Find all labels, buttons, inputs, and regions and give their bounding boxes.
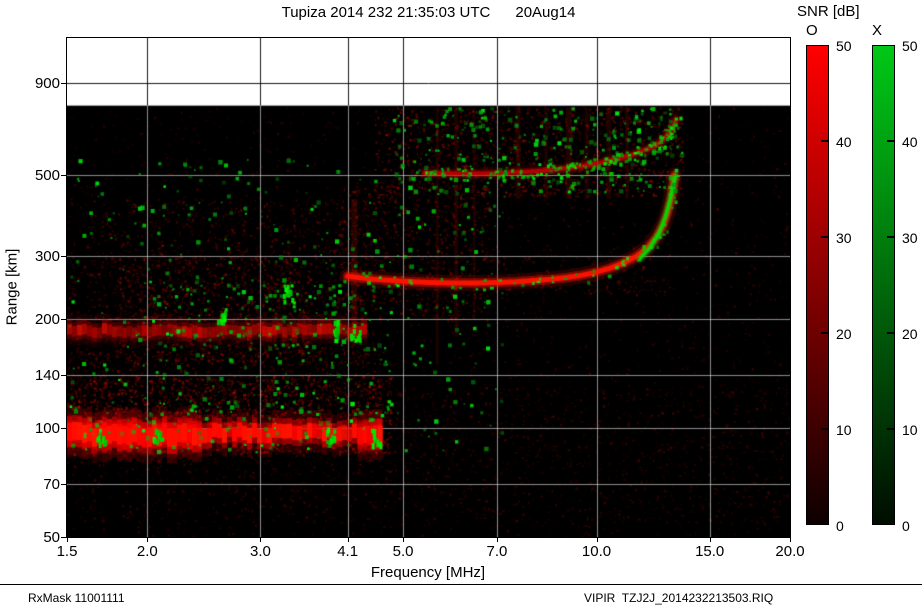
x-tick-label: 1.5 [56,543,78,560]
x-tick-mark [597,538,598,542]
filename-text: VIPIR TZJ2J_2014232213503.RIQ [584,591,774,605]
colorbar-tick-label: 20 [902,326,918,342]
x-tick-mark [260,538,261,542]
y-tick-mark [61,256,66,257]
x-tick-label: 5.0 [392,543,414,560]
y-tick-label: 300 [34,247,60,265]
y-tick-label: 200 [34,311,60,329]
colorbar-tick-label: 20 [836,326,852,342]
y-tick-label: 500 [34,167,60,185]
x-tick-label: 3.0 [250,543,271,560]
y-tick-label: 100 [34,420,60,438]
y-tick-mark [61,83,66,84]
snr-scale-label: SNR [dB] [797,3,860,20]
x-tick-mark [710,538,711,542]
y-tick-mark [61,428,66,429]
y-tick-label: 140 [34,367,60,385]
colorbar-tick-label: 10 [836,422,852,438]
footer-divider [0,584,922,585]
colorbar-tick-mark [821,428,828,430]
colorbar-mode-label: X [872,22,883,39]
ionogram-canvas [67,38,790,537]
colorbar-tick-label: 30 [836,230,852,246]
x-tick-mark [497,538,498,542]
colorbar-tick-mark [887,428,894,430]
x-tick-label: 15.0 [695,543,725,560]
x-tick-label: 20.0 [775,543,805,560]
colorbar-tick-label: 10 [902,422,918,438]
colorbar-tick-label: 30 [902,230,918,246]
rxmask-text: RxMask 11001111 [28,591,125,605]
colorbar-gradient [872,45,895,525]
x-axis-label: Frequency [MHz] [370,564,486,581]
colorbar-mode-label: O [806,22,818,39]
plot-title: Tupiza 2014 232 21:35:03 UTC 20Aug14 [281,4,576,21]
x-tick-label: 2.0 [136,543,158,560]
colorbar-tick-mark [821,140,828,142]
y-tick-mark [61,484,66,485]
y-tick-mark [61,537,66,538]
y-tick-label: 70 [43,476,60,494]
y-tick-label: 50 [43,529,60,546]
colorbar-tick-label: 40 [836,134,852,150]
colorbar-tick-mark [821,332,828,334]
y-tick-mark [61,319,66,320]
x-tick-mark [348,538,349,542]
x-tick-mark [790,538,791,542]
y-tick-label: 900 [34,75,60,93]
x-tick-mark [147,538,148,542]
x-tick-label: 10.0 [581,543,612,560]
colorbar-gradient [806,45,829,525]
colorbar-tick-label: 50 [902,38,918,54]
colorbar-tick-label: 0 [836,518,844,534]
colorbar-tick-label: 40 [902,134,918,150]
colorbar-tick-label: 50 [836,38,852,54]
x-tick-mark [403,538,404,542]
y-tick-mark [61,175,66,176]
x-tick-label: 4.1 [337,543,359,560]
colorbar-tick-mark [887,140,894,142]
x-tick-mark [67,538,68,542]
x-tick-label: 7.0 [486,543,508,560]
colorbar-tick-mark [887,332,894,334]
colorbar-tick-mark [887,236,894,238]
colorbar-tick-label: 0 [902,518,910,534]
y-tick-mark [61,375,66,376]
plot-area [66,37,791,538]
colorbar-tick-mark [821,236,828,238]
